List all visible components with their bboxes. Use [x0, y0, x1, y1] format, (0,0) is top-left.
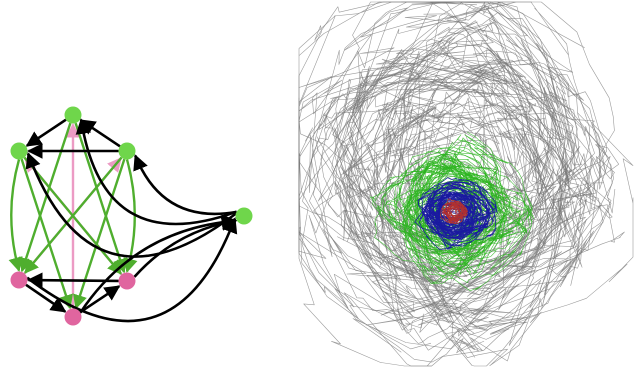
- trajectory-curve-outer: [341, 1, 615, 292]
- trajectory-layer-outer: [298, 1, 634, 367]
- trajectory-curve-inner: [436, 198, 490, 235]
- edge-g_right-to-p_bottom: [73, 158, 126, 310]
- trajectory-layer-core: [439, 198, 469, 224]
- node-g_far: [235, 207, 253, 225]
- trajectory-plot: [298, 1, 634, 367]
- trajectory-curve-middle: [374, 186, 503, 265]
- trajectory-curve-outer: [313, 62, 591, 300]
- trajectory-curve-outer: [320, 66, 613, 277]
- trajectory-curve-inner: [424, 191, 485, 234]
- nodes: [10, 106, 253, 326]
- edge-p_right-to-p_left: [26, 272, 119, 289]
- trajectory-curve-outer: [410, 108, 580, 240]
- trajectory-curve-outer: [343, 99, 634, 328]
- edge-g_left-to-p_bottom: [20, 158, 73, 310]
- edge-g_top-to-g_left: [25, 118, 67, 147]
- trajectory-curve-outer: [373, 116, 556, 296]
- trajectory-curve-middle: [434, 131, 508, 255]
- trajectory-curve-middle: [415, 171, 511, 251]
- trajectory-curve-middle: [418, 166, 479, 254]
- network-diagram: [8, 106, 253, 326]
- trajectory-curve-outer: [298, 95, 566, 239]
- trajectory-curve-middle: [394, 151, 483, 260]
- edge-g_right-to-p_left: [24, 156, 123, 274]
- trajectory-curve-core: [446, 204, 457, 224]
- node-g_top: [64, 106, 82, 124]
- trajectory-curve-inner: [428, 177, 488, 235]
- node-g_right: [118, 142, 136, 160]
- edge-p_bottom-to-g_far: [79, 214, 238, 314]
- trajectory-curve-outer: [334, 72, 499, 238]
- edges: [8, 118, 238, 323]
- trajectory-curve-middle: [432, 137, 506, 280]
- trajectory-curve-middle: [402, 191, 535, 244]
- trajectory-curve-core: [446, 203, 459, 224]
- edge-g_far-to-g_top: [75, 118, 238, 226]
- trajectory-curve-outer: [316, 63, 602, 281]
- trajectory-curve-core: [444, 202, 460, 220]
- edge-p_bottom-to-p_right: [79, 285, 121, 314]
- trajectory-curve-outer: [298, 71, 625, 363]
- node-p_right: [118, 272, 136, 290]
- trajectory-curve-inner: [421, 182, 478, 229]
- node-p_left: [10, 271, 28, 289]
- edge-g_far-to-g_right: [133, 154, 237, 216]
- node-p_bottom: [64, 308, 82, 326]
- edge-g_left-to-p_left: [8, 159, 23, 272]
- trajectory-curve-outer: [298, 70, 553, 326]
- edge-g_top-to-p_left: [19, 122, 72, 273]
- trajectory-curve-inner: [421, 194, 491, 226]
- trajectory-curve-middle: [407, 159, 526, 292]
- trajectory-layer-inner: [414, 177, 498, 251]
- trajectory-curves: [298, 1, 634, 367]
- trajectory-curve-inner: [434, 204, 476, 233]
- trajectory-curve-outer: [393, 82, 528, 324]
- edge-p_left-to-p_bottom: [25, 283, 67, 313]
- trajectory-curve-outer: [356, 4, 550, 316]
- trajectory-curve-outer: [298, 50, 557, 219]
- trajectory-curve-middle: [389, 185, 518, 250]
- edge-p_left-to-g_far: [26, 217, 238, 323]
- trajectory-curve-middle: [393, 146, 500, 253]
- trajectory-curve-outer: [424, 71, 547, 367]
- edge-g_far-to-g_left: [25, 152, 237, 258]
- trajectory-curve-middle: [408, 169, 477, 285]
- trajectory-curve-outer: [344, 109, 531, 284]
- trajectory-curve-outer: [349, 117, 583, 326]
- trajectory-curve-outer: [325, 1, 567, 334]
- trajectory-curve-inner: [417, 187, 476, 221]
- trajectory-curve-outer: [334, 34, 611, 316]
- node-g_left: [10, 142, 28, 160]
- trajectory-curve-middle: [369, 162, 514, 249]
- trajectory-curve-outer: [332, 58, 599, 243]
- trajectory-curve-outer: [373, 21, 601, 323]
- trajectory-curve-outer: [335, 129, 604, 294]
- trajectory-curve-inner: [438, 185, 471, 229]
- trajectory-curve-outer: [349, 39, 551, 238]
- trajectory-curve-inner: [439, 196, 472, 219]
